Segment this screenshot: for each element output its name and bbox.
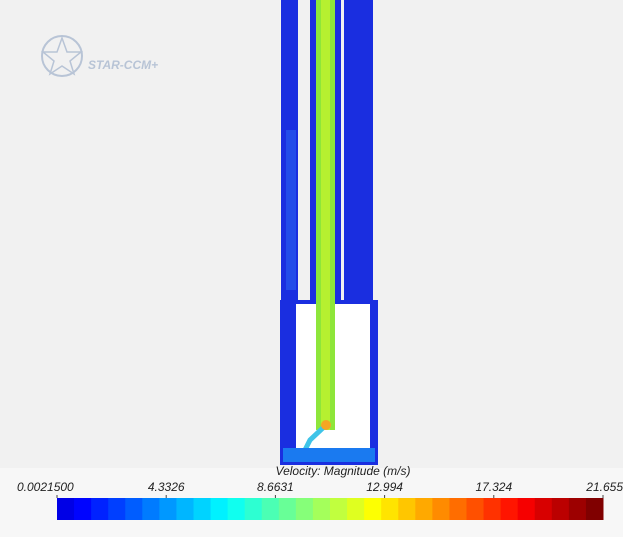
inner-wall-right <box>335 0 341 300</box>
colorbar-step <box>57 498 75 520</box>
colorbar-step <box>194 498 212 520</box>
colorbar-tick-label: 17.324 <box>475 480 512 494</box>
colorbar-step <box>347 498 365 520</box>
colorbar-step <box>330 498 348 520</box>
jet-nozzle <box>321 420 331 430</box>
colorbar-step <box>398 498 416 520</box>
colorbar-step <box>569 498 587 520</box>
inner-wall-left <box>310 0 316 300</box>
colorbar-step <box>159 498 177 520</box>
colorbar-step <box>245 498 263 520</box>
colorbar-step <box>467 498 485 520</box>
colorbar-step <box>364 498 382 520</box>
colorbar-step <box>108 498 126 520</box>
colorbar-tick-label: 8.6631 <box>257 480 294 494</box>
colorbar-step <box>296 498 314 520</box>
colorbar-step <box>228 498 246 520</box>
colorbar-step <box>432 498 450 520</box>
colorbar-step <box>415 498 433 520</box>
right-channel <box>344 0 373 300</box>
page: STAR-CCM+ Velocity: Magnitude (m/s) 0.00… <box>0 0 623 537</box>
jet-core <box>321 0 330 430</box>
logo-text: STAR-CCM+ <box>88 58 158 72</box>
colorbar-step <box>449 498 467 520</box>
colorbar-tick-label: 12.994 <box>366 480 403 494</box>
colorbar-step <box>484 498 502 520</box>
colorbar-step <box>381 498 399 520</box>
viewer: STAR-CCM+ Velocity: Magnitude (m/s) 0.00… <box>0 0 623 537</box>
colorbar-tick-label: 21.655 <box>585 480 623 494</box>
left-channel-flow <box>286 130 296 290</box>
colorbar-step <box>262 498 280 520</box>
colorbar-step <box>279 498 297 520</box>
geometry <box>280 0 378 465</box>
colorbar-step <box>91 498 109 520</box>
chamber-floor <box>283 448 375 462</box>
colorbar-step <box>501 498 519 520</box>
colorbar-step <box>176 498 194 520</box>
colorbar-step <box>142 498 160 520</box>
colorbar-step <box>535 498 553 520</box>
colorbar-step <box>586 498 604 520</box>
colorbar-tick-label: 0.0021500 <box>17 480 74 494</box>
colorbar-step <box>211 498 229 520</box>
colorbar-title: Velocity: Magnitude (m/s) <box>276 464 411 478</box>
colorbar-tick-label: 4.3326 <box>148 480 185 494</box>
colorbar-step <box>518 498 536 520</box>
colorbar-step <box>74 498 92 520</box>
colorbar-step <box>313 498 331 520</box>
colorbar-step <box>125 498 143 520</box>
colorbar-step <box>552 498 570 520</box>
